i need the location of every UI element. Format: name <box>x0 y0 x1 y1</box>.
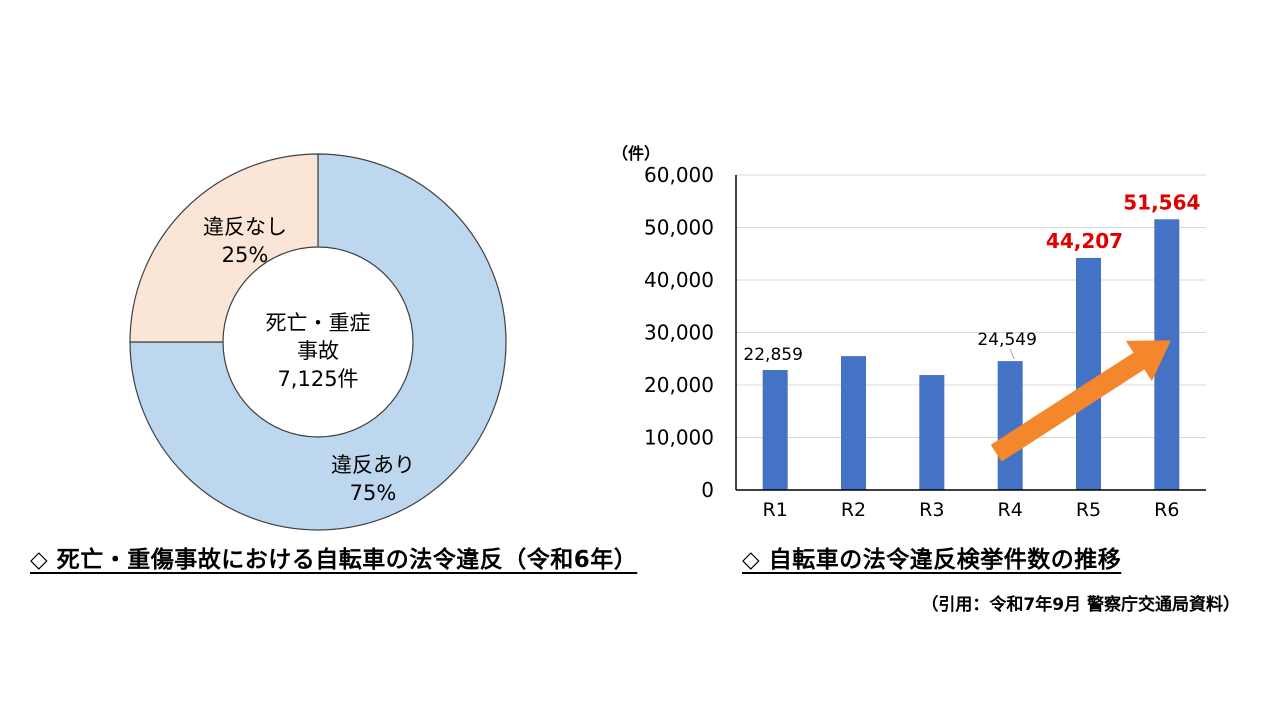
donut-center-line-1: 死亡・重症 <box>266 311 371 335</box>
bar-r4 <box>997 361 1023 490</box>
bar-r2 <box>841 356 866 490</box>
y-tick-label: 60,000 <box>644 163 714 187</box>
y-tick-label: 50,000 <box>644 216 714 240</box>
x-tick-label: R1 <box>763 499 788 521</box>
y-tick-label: 30,000 <box>644 321 714 345</box>
slice-label-no-violation: 違反なし <box>203 215 287 239</box>
data-label-r1: 22,859 <box>743 345 802 365</box>
gridlines <box>736 174 1206 438</box>
bar-caption: ◇ 自転車の法令違反検挙件数の推移 <box>742 547 1122 573</box>
bar-r3 <box>919 375 945 490</box>
bar-r5 <box>1076 257 1101 490</box>
bars <box>762 219 1180 490</box>
slice-label-violation: 違反あり <box>331 453 415 477</box>
x-tick-label: R6 <box>1154 499 1179 521</box>
y-axis-unit-label: （件） <box>612 144 660 163</box>
trend-arrow <box>990 340 1171 462</box>
bar-chart: （件） 0 10,000 20,000 30,000 40,000 50,000 60,00… <box>612 144 1206 521</box>
trend-arrow-shape <box>990 340 1171 462</box>
y-tick-label: 20,000 <box>644 373 714 397</box>
donut-slice-violation <box>129 153 507 531</box>
donut-caption: ◇ 死亡・重傷事故における自転車の法令違反（令和6年） <box>30 547 638 573</box>
data-label-r6: 51,564 <box>1123 190 1200 214</box>
donut-center-line-2: 事故 <box>297 339 339 363</box>
x-tick-label: R5 <box>1076 499 1101 521</box>
bar-r1 <box>762 369 788 490</box>
donut-chart: 死亡・重症 事故 7,125件 違反あり 75% 違反なし 25% <box>129 153 507 531</box>
y-tick-labels: 0 10,000 20,000 30,000 40,000 50,000 60,000 <box>644 163 714 502</box>
donut-slices <box>129 153 507 531</box>
y-tick-label: 0 <box>701 478 714 502</box>
source-note: （引用：令和7年9月 警察庁交通局資料） <box>921 595 1240 615</box>
data-label-r5: 44,207 <box>1046 229 1123 253</box>
donut-center-line-3: 7,125件 <box>277 367 358 391</box>
data-label-r4: 24,549 <box>977 330 1036 350</box>
donut-slice-no-violation <box>129 153 319 343</box>
x-tick-labels: R1 R2 R3 R4 R5 R6 <box>763 499 1180 521</box>
x-tick-label: R3 <box>919 499 944 521</box>
x-tick-label: R4 <box>998 499 1023 521</box>
data-label-leader <box>1009 348 1015 360</box>
x-tick-label: R2 <box>841 499 866 521</box>
slice-value-violation: 75% <box>350 481 397 505</box>
y-tick-label: 40,000 <box>644 268 714 292</box>
y-tick-label: 10,000 <box>644 426 714 450</box>
slice-value-no-violation: 25% <box>222 243 269 267</box>
